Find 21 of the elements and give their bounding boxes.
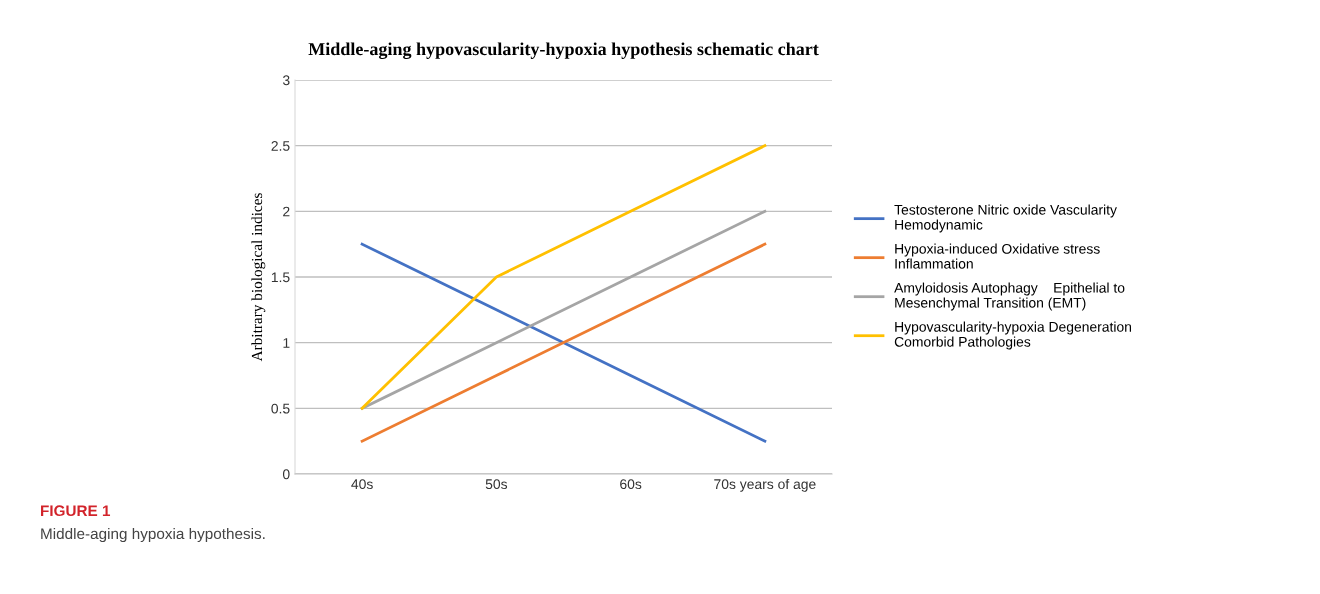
y-tick-label: 2 [283,206,290,217]
y-axis-title: Arbitrary biological indices [251,193,266,362]
chart-title: Middle-aging hypovascularity-hypoxia hypothesis schematic chart [308,42,819,59]
line-series [360,242,767,443]
y-tick-label: 1.5 [271,272,290,283]
caption: FIGURE 1 [41,505,111,517]
x-tick-label: 50s [485,479,508,490]
line-series [360,144,767,410]
y-tick-label: 1 [283,338,290,348]
text: Middle-aging hypoxia hypothesis. [41,527,265,543]
legend-label: Hypoxia-induced Oxidative stress Inflammation [895,243,1100,269]
y-tick-label: 0.5 [271,403,290,414]
legend-label: Hypovascularity-hypoxia Degeneration Comorbid Pathologies [894,321,1132,350]
y-tick-label: 2.5 [271,141,290,151]
y-tick-label: 3 [282,75,290,86]
x-tick-label: 60s [620,479,642,490]
legend-label: Testosterone Nitric oxide Vascularity Hemodynamic [894,204,1117,233]
y-tick-label: 0 [282,469,290,480]
x-tick-label: 70s years of age [714,478,816,492]
legend-label: Amyloidosis Autophagy Epithelial to Mesenchymal Transition (EMT) [894,282,1125,311]
x-tick-label: 40s [351,479,373,490]
